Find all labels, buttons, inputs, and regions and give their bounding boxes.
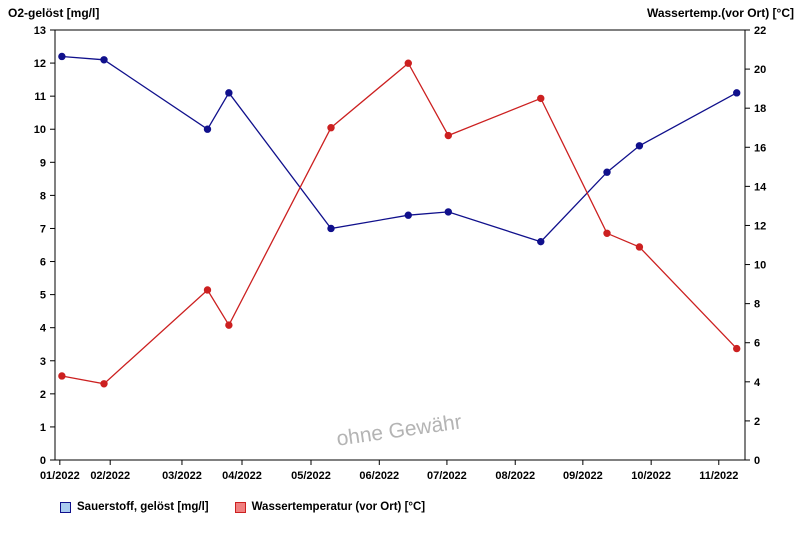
temperature-legend-swatch	[234, 501, 246, 513]
oxygen-legend-label: Sauerstoff, gelöst [mg/l]	[77, 501, 209, 513]
axes-and-ticks: 012345678910111213024681012141618202201/…	[34, 25, 767, 482]
svg-text:2: 2	[40, 389, 46, 401]
svg-text:10: 10	[34, 124, 46, 136]
svg-text:4: 4	[754, 377, 761, 389]
svg-text:4: 4	[40, 323, 47, 335]
svg-text:08/2022: 08/2022	[495, 470, 535, 482]
svg-text:22: 22	[754, 25, 766, 37]
left-axis-title: O2-gelöst [mg/l]	[8, 6, 100, 20]
svg-text:06/2022: 06/2022	[359, 470, 399, 482]
svg-text:12: 12	[754, 220, 766, 232]
legend-item-temperature: Wassertemperatur (vor Ort) [°C]	[234, 501, 426, 513]
svg-text:6: 6	[40, 257, 46, 269]
plot-area	[54, 29, 746, 461]
data-series	[58, 52, 741, 388]
svg-text:8: 8	[754, 299, 760, 311]
svg-text:5: 5	[40, 290, 46, 302]
right-axis-title: Wassertemp.(vor Ort) [°C]	[646, 6, 794, 20]
svg-text:3: 3	[40, 356, 46, 368]
svg-text:2: 2	[754, 416, 760, 428]
svg-text:13: 13	[34, 25, 46, 37]
svg-text:12: 12	[34, 58, 46, 70]
svg-text:8: 8	[40, 190, 46, 202]
svg-text:03/2022: 03/2022	[162, 470, 202, 482]
svg-text:16: 16	[754, 142, 766, 154]
svg-text:05/2022: 05/2022	[291, 470, 331, 482]
svg-text:14: 14	[754, 181, 767, 193]
chart-svg: 012345678910111213024681012141618202201/…	[34, 25, 767, 482]
svg-text:07/2022: 07/2022	[427, 470, 467, 482]
svg-text:6: 6	[754, 338, 760, 350]
svg-text:01/2022: 01/2022	[40, 470, 80, 482]
svg-text:7: 7	[40, 223, 46, 235]
svg-text:18: 18	[754, 103, 766, 115]
svg-text:0: 0	[754, 455, 760, 467]
svg-text:04/2022: 04/2022	[222, 470, 262, 482]
legend: Sauerstoff, gelöst [mg/l] Wassertemperat…	[60, 501, 425, 513]
svg-text:1: 1	[40, 422, 46, 434]
svg-text:9: 9	[40, 157, 46, 169]
svg-text:20: 20	[754, 64, 766, 76]
oxygen-legend-swatch	[60, 501, 71, 513]
svg-text:10/2022: 10/2022	[631, 470, 671, 482]
svg-text:02/2022: 02/2022	[90, 470, 130, 482]
svg-text:11: 11	[34, 91, 46, 103]
svg-text:09/2022: 09/2022	[563, 470, 603, 482]
legend-item-oxygen: Sauerstoff, gelöst [mg/l]	[60, 501, 209, 513]
temperature-legend-label: Wassertemperatur (vor Ort) [°C]	[251, 501, 426, 513]
svg-text:10: 10	[754, 260, 766, 272]
svg-text:11/2022: 11/2022	[699, 470, 738, 482]
svg-text:0: 0	[40, 455, 46, 467]
